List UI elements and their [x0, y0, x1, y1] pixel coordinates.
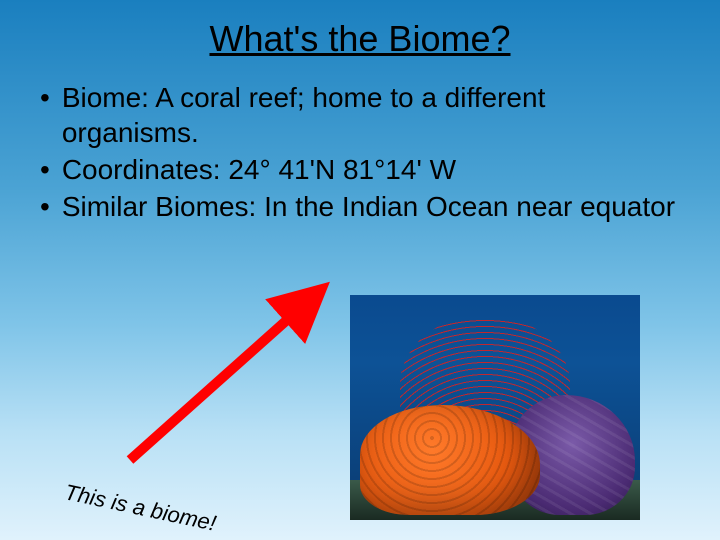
bullet-marker: • — [40, 80, 62, 150]
bullet-text: Coordinates: 24° 41'N 81°14' W — [62, 152, 690, 187]
slide-title: What's the Biome? — [0, 0, 720, 70]
bullet-list: • Biome: A coral reef; home to a differe… — [0, 70, 720, 224]
bullet-marker: • — [40, 152, 62, 187]
coral-reef-image — [350, 295, 640, 520]
bullet-text: Similar Biomes: In the Indian Ocean near… — [62, 189, 690, 224]
bullet-marker: • — [40, 189, 62, 224]
list-item: • Similar Biomes: In the Indian Ocean ne… — [40, 189, 690, 224]
caption-text: This is a biome! — [62, 479, 218, 536]
list-item: • Coordinates: 24° 41'N 81°14' W — [40, 152, 690, 187]
list-item: • Biome: A coral reef; home to a differe… — [40, 80, 690, 150]
arrow-icon — [120, 270, 340, 470]
bullet-text: Biome: A coral reef; home to a different… — [62, 80, 690, 150]
